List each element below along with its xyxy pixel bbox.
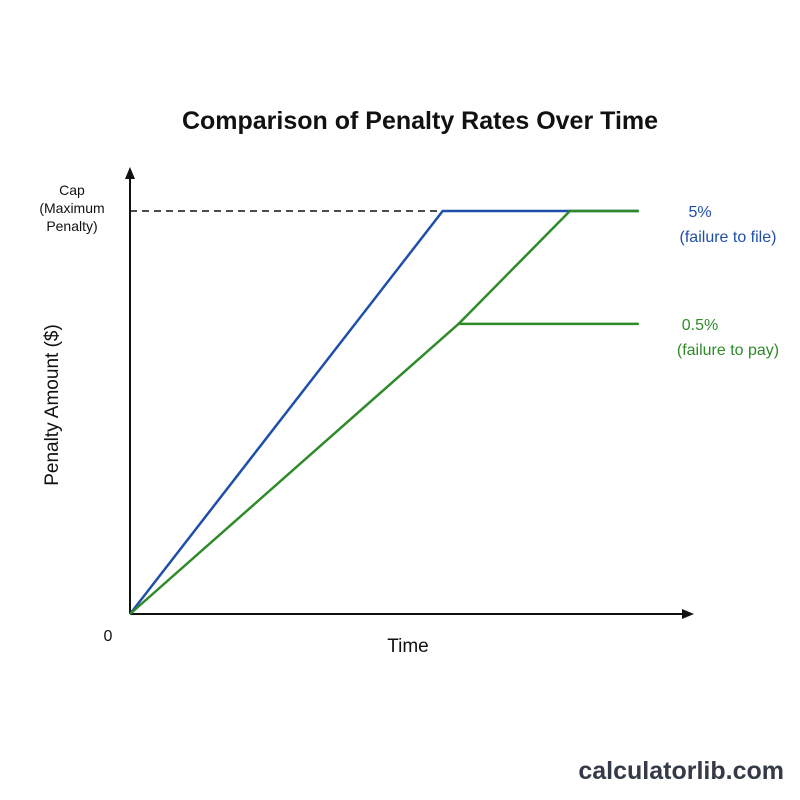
y-axis-label: Penalty Amount ($) xyxy=(42,324,63,486)
chart-title: Comparison of Penalty Rates Over Time xyxy=(182,107,658,135)
axes xyxy=(125,167,694,619)
cap-label: Cap (Maximum Penalty) xyxy=(39,182,104,234)
labels-group: Cap (Maximum Penalty) 5% (failure to file) 0.… xyxy=(39,182,779,359)
cap-label-line: Cap xyxy=(59,182,85,198)
x-axis-label: Time xyxy=(387,636,429,657)
cap-label-line: (Maximum xyxy=(39,200,104,216)
origin-label: 0 xyxy=(104,628,113,645)
series-name-label-0: 5% xyxy=(688,204,711,221)
series-name-label-1: 0.5% xyxy=(682,317,718,334)
series-description-label-1: (failure to pay) xyxy=(677,342,779,359)
series-group xyxy=(129,209,639,615)
watermark: calculatorlib.com xyxy=(578,757,784,785)
series-line-0 xyxy=(129,209,639,615)
series-description-label-0: (failure to file) xyxy=(680,229,777,246)
y-axis-arrow xyxy=(125,167,135,179)
series-line-1 xyxy=(129,322,639,615)
cap-label-line: Penalty) xyxy=(46,218,97,234)
x-axis-arrow xyxy=(682,609,694,619)
series-extension-1 xyxy=(457,209,639,325)
